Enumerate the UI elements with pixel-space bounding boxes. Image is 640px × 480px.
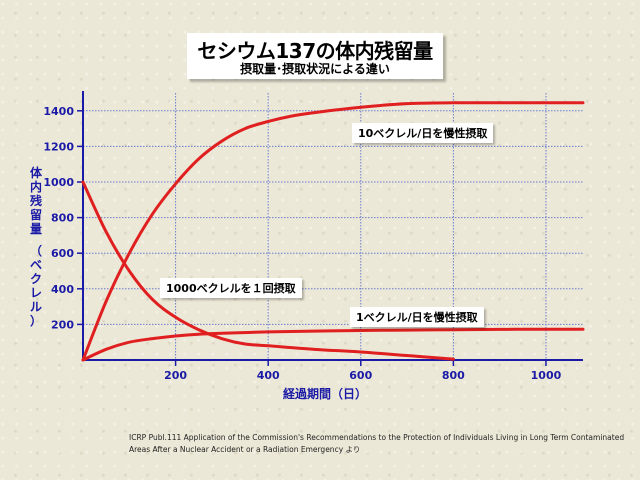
- y-axis-label-char: ）: [29, 314, 42, 328]
- x-tick-label: 1000: [531, 369, 562, 382]
- y-tick-label: 1400: [43, 105, 74, 118]
- y-tick-label: 600: [51, 247, 74, 260]
- annotation-10bq-chronic: 10ベクレル/日を慢性摂取: [352, 123, 494, 143]
- y-axis-label-char: ル: [29, 300, 42, 314]
- citation-line-1: ICRP Publ.111 Application of the Commiss…: [129, 433, 625, 442]
- y-axis-label-char: 体: [29, 166, 42, 180]
- y-axis-label: 体内残留量 （ベクレル）: [27, 166, 45, 328]
- y-tick-label: 200: [51, 318, 74, 331]
- annotation-1000bq-single: 1000ベクレルを１回摂取: [160, 278, 302, 298]
- x-tick-label: 400: [257, 369, 280, 382]
- annotation-1bq-chronic: 1ベクレル/日を慢性摂取: [350, 307, 484, 327]
- y-tick-label: 800: [51, 212, 74, 225]
- x-tick-label: 800: [442, 369, 465, 382]
- x-tick-label: 600: [349, 369, 372, 382]
- citation: ICRP Publ.111 Application of the Commiss…: [129, 432, 625, 456]
- y-axis-label-char: 内: [29, 180, 42, 194]
- title-box: セシウム137の体内残留量 摂取量･摂取状況による違い: [187, 33, 443, 79]
- y-axis-label-char: （: [29, 244, 42, 258]
- chart-grid: [83, 93, 583, 360]
- y-axis-label-char: 留: [29, 208, 42, 222]
- x-tick-label: 200: [164, 369, 187, 382]
- y-axis-label-char: 量: [29, 222, 42, 236]
- series-line-1: [81, 101, 585, 362]
- series-line-3: [81, 327, 585, 362]
- y-tick-label: 1200: [43, 140, 74, 153]
- y-tick-label: 1000: [43, 176, 74, 189]
- chart-title: セシウム137の体内残留量: [197, 39, 433, 63]
- citation-line-2: Areas After a Nuclear Accident or a Radi…: [129, 445, 361, 454]
- chart-axes: [82, 91, 583, 361]
- chart-ticks: 200 400 600 800 1000 1200 1400 200 400 600 800 1000: [43, 105, 561, 382]
- y-axis-label-char: ク: [29, 272, 42, 286]
- y-axis-label-char: レ: [29, 286, 42, 300]
- x-axis-label: 経過期間（日）: [282, 387, 367, 401]
- chart-series: [81, 101, 585, 362]
- y-tick-label: 400: [51, 283, 74, 296]
- chart-subtitle: 摂取量･摂取状況による違い: [240, 62, 390, 76]
- y-axis-label-char: 残: [29, 194, 42, 208]
- series-line-2: [81, 180, 455, 361]
- y-axis-label-char: ベ: [29, 258, 42, 272]
